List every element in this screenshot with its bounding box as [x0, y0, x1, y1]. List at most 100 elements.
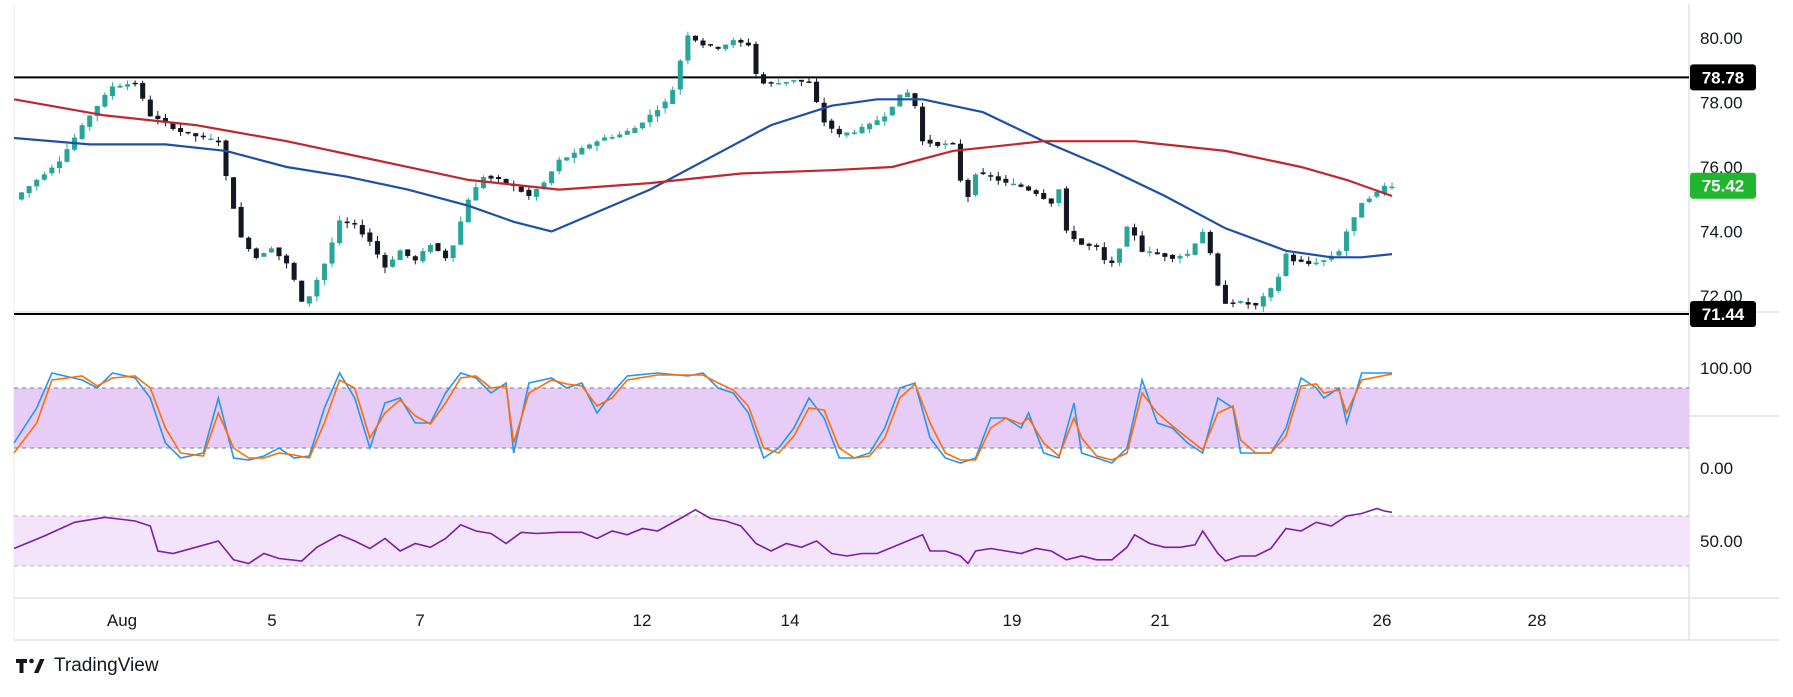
candle-body [49, 167, 55, 174]
candle-body [1389, 186, 1395, 189]
candle-body [1336, 251, 1342, 256]
candle-body [1306, 260, 1312, 264]
candle-body [639, 122, 645, 129]
candle-body [806, 81, 812, 83]
candle-body [882, 116, 888, 122]
candle-body [1154, 252, 1160, 255]
candle-body [920, 106, 926, 142]
candle-body [685, 35, 691, 61]
candle-body [1116, 248, 1122, 263]
x-axis-tick: 19 [1003, 611, 1022, 630]
candle-body [246, 237, 252, 250]
candle-body [155, 115, 161, 119]
last-price-tag-label: 75.42 [1702, 177, 1745, 196]
candle-body [1086, 243, 1092, 246]
x-axis-tick: 7 [415, 611, 424, 630]
candle-body [957, 143, 963, 181]
candle-body [34, 179, 40, 187]
candle-body [253, 248, 259, 258]
candle-body [473, 187, 479, 201]
x-axis-tick: 21 [1151, 611, 1170, 630]
candle-body [889, 106, 895, 116]
candle-body [1048, 198, 1054, 204]
candle-body [556, 159, 562, 172]
candle-body [94, 105, 100, 117]
tradingview-brand[interactable]: TradingView [14, 655, 159, 677]
candle-body [738, 39, 744, 43]
candle-body [745, 42, 751, 46]
candle-body [1245, 302, 1251, 305]
candle-body [496, 177, 502, 179]
candle-body [1124, 226, 1130, 247]
candle-body [670, 89, 676, 104]
candle-body [995, 176, 1001, 181]
candle-body [942, 143, 948, 146]
candle-body [185, 131, 191, 134]
candle-body [215, 140, 221, 143]
stochastic-k-line [13, 371, 1392, 464]
candle-body [231, 177, 237, 209]
candle-body [1238, 301, 1244, 303]
candle-body [753, 43, 759, 74]
price-axis-tick: 76.00 [1700, 158, 1743, 177]
candle-body [1063, 188, 1069, 231]
candle-body [965, 179, 971, 197]
candle-body [1192, 243, 1198, 255]
candle-body [1185, 253, 1191, 256]
candle-body [1291, 254, 1297, 262]
candle-body [1101, 247, 1107, 261]
candle-body [359, 224, 365, 235]
candle-body [1094, 245, 1100, 247]
candle-body [276, 247, 282, 257]
price-axis-tick: 74.00 [1700, 223, 1743, 242]
rsi-axis-tick: 50.00 [1700, 532, 1743, 551]
candle-body [662, 101, 668, 109]
candle-body [352, 223, 358, 225]
candle-body [821, 102, 827, 123]
candle-body [64, 149, 70, 162]
candle-body [715, 46, 721, 49]
candle-body [700, 40, 706, 46]
candle-body [1162, 253, 1168, 257]
candle-body [586, 144, 592, 149]
candle-body [26, 186, 32, 194]
moving-average-slow-line [13, 98, 1393, 198]
candle-body [427, 244, 433, 252]
last-price-tag [1690, 172, 1756, 199]
brand-name: TradingView [54, 655, 159, 676]
rsi-line [13, 507, 1393, 565]
candle-body [56, 161, 62, 169]
candle-body [927, 139, 933, 144]
candle-body [382, 254, 388, 268]
candle-body [1018, 184, 1024, 187]
candle-body [374, 240, 380, 255]
candle-body [19, 192, 25, 200]
candle-body [193, 133, 199, 137]
candle-body [609, 136, 615, 139]
candle-body [874, 120, 880, 125]
candle-body [1026, 186, 1032, 191]
candle-body [851, 132, 857, 134]
candle-body [1359, 203, 1365, 218]
candle-body [435, 243, 441, 251]
candle-body [1033, 190, 1039, 194]
candle-body [140, 83, 146, 99]
stochastic-d-line [13, 373, 1393, 461]
candle-body [1109, 260, 1115, 264]
candle-body [829, 120, 835, 129]
candle-body [723, 44, 729, 49]
candle-body [647, 114, 653, 123]
candle-body [526, 189, 532, 196]
candle-body [1071, 230, 1077, 240]
candle-body [1298, 259, 1304, 262]
candle-body [488, 175, 494, 179]
candle-body [405, 249, 411, 256]
candle-body [268, 248, 274, 253]
candle-body [1056, 189, 1062, 204]
candle-body [973, 174, 979, 196]
x-axis-tick: 5 [267, 611, 276, 630]
candle-body [1374, 191, 1380, 197]
candle-body [450, 245, 456, 258]
level-price-tag-label: 71.44 [1702, 305, 1745, 324]
